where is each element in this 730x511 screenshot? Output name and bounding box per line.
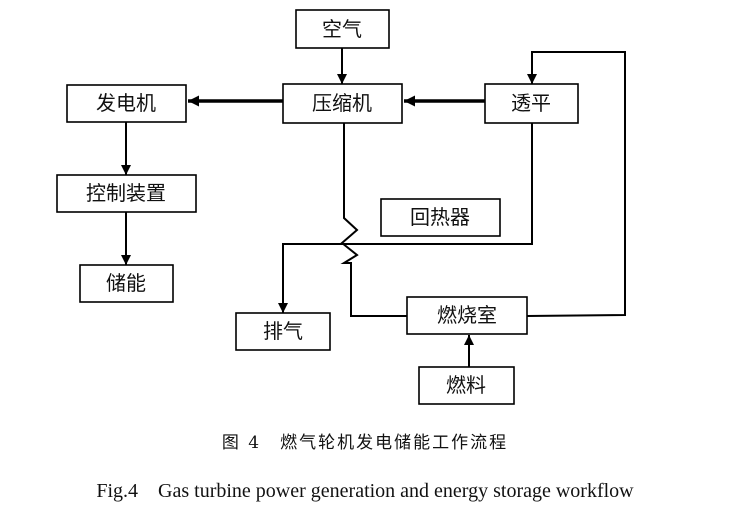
node-fuel-label: 燃料 (446, 373, 486, 397)
node-controller: 控制装置 (56, 174, 197, 213)
flow-diagram: 空气 发电机 压缩机 透平 控制装置 回热器 储能 排气 燃烧室 燃料 (56, 9, 626, 405)
node-recuperator-label: 回热器 (410, 205, 470, 229)
node-storage: 储能 (79, 264, 174, 303)
node-storage-label: 储能 (106, 271, 146, 295)
node-turbine: 透平 (484, 83, 579, 124)
node-fuel: 燃料 (418, 366, 515, 405)
node-compressor: 压缩机 (282, 83, 403, 124)
caption-chinese: 图 4 燃气轮机发电储能工作流程 (221, 433, 509, 453)
node-exhaust-label: 排气 (263, 319, 303, 343)
node-exhaust: 排气 (235, 312, 331, 351)
node-air-label: 空气 (322, 17, 362, 41)
line-turbine-exhaust (278, 123, 533, 313)
node-compressor-label: 压缩机 (312, 91, 372, 115)
node-combustor: 燃烧室 (406, 296, 528, 335)
line-combustor-turbine (526, 51, 626, 317)
node-generator: 发电机 (66, 84, 187, 123)
node-turbine-label: 透平 (511, 91, 551, 115)
node-generator-label: 发电机 (96, 91, 156, 115)
line-compressor-recuperator-combustor (340, 123, 407, 317)
node-combustor-label: 燃烧室 (437, 303, 497, 327)
node-recuperator: 回热器 (380, 198, 501, 237)
node-air: 空气 (295, 9, 390, 49)
node-controller-label: 控制装置 (86, 181, 166, 205)
caption-english: Fig.4 Gas turbine power generation and e… (96, 480, 634, 502)
